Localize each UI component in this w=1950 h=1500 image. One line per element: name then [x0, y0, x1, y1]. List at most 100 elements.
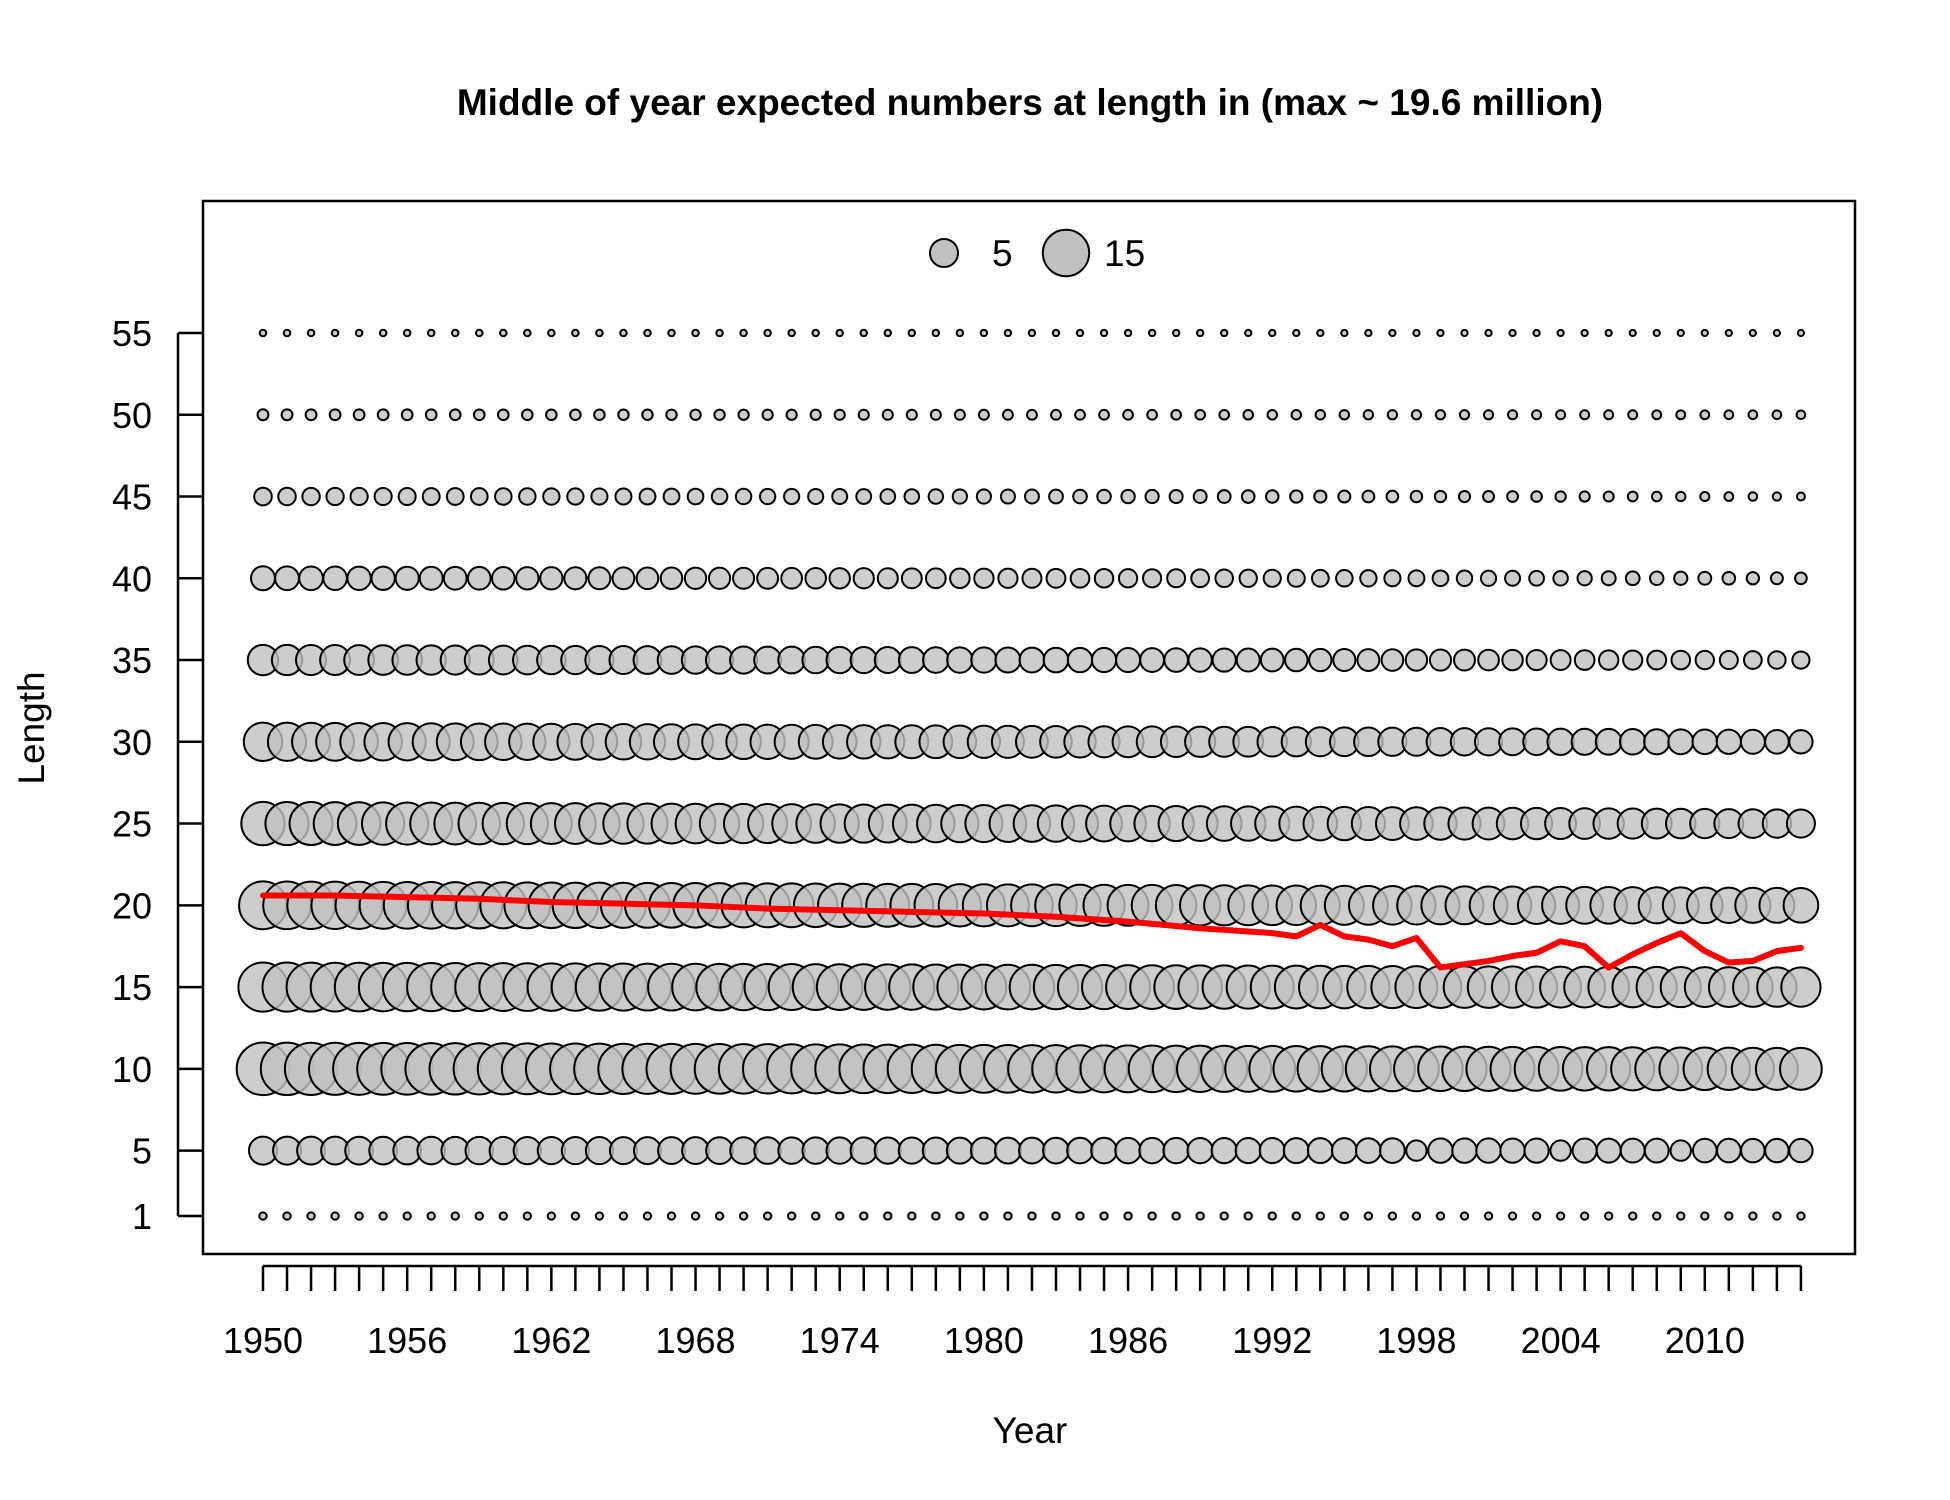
bubble-point [542, 487, 561, 506]
bubble-point [1162, 1136, 1190, 1165]
bubble-point [1099, 1211, 1109, 1221]
bubble-point [277, 486, 297, 507]
bubble-point [571, 328, 580, 338]
bubble-point [641, 408, 654, 421]
bubble-point [900, 567, 923, 590]
bubble-point [547, 328, 556, 338]
bubble-point [732, 566, 756, 590]
bubble-point [1286, 568, 1306, 588]
bubble-point [1652, 1211, 1662, 1221]
bubble-point [973, 567, 995, 589]
bubble-point [594, 1211, 605, 1221]
bubble-point [1573, 649, 1596, 671]
bubble-point [1048, 488, 1064, 505]
bubble-point [1262, 568, 1282, 588]
bubble-point [738, 1211, 749, 1221]
bubble-point [322, 565, 348, 592]
bubble-point [523, 328, 532, 338]
bubble-point [642, 1211, 653, 1221]
bubble-point [1723, 409, 1735, 421]
bubble-point [330, 1211, 340, 1221]
bubble-point [570, 1211, 581, 1221]
bubble-point [1482, 490, 1496, 503]
bubble-point [1211, 647, 1237, 673]
bubble-point [354, 328, 364, 338]
bubble-point [787, 328, 796, 338]
bubble-point [1147, 328, 1157, 338]
x-tick-label: 1986 [1088, 1320, 1168, 1361]
bubble-point [737, 408, 750, 421]
x-tick-label: 1962 [511, 1320, 591, 1361]
x-axis: 1950 1956 1962 1968 1974 1980 1986 1992 1998 2004… [223, 1264, 1803, 1361]
bubble-point [1600, 570, 1617, 587]
bubble-point [1498, 727, 1528, 757]
bubble-point [1187, 647, 1213, 673]
bubble-point [1501, 648, 1524, 672]
bubble-point [1388, 328, 1397, 338]
bubble-point [1676, 328, 1685, 338]
bubble-point [1745, 571, 1761, 586]
bubble-point [1771, 491, 1783, 502]
bubble-point [1072, 488, 1088, 505]
bubble-point [1021, 567, 1043, 589]
bubble-point [346, 565, 372, 591]
bubble-point [1748, 328, 1757, 338]
bubble-point [657, 1136, 686, 1166]
bubble-point [951, 488, 969, 505]
bubble-point [1747, 409, 1759, 421]
bubble-point [785, 408, 798, 421]
bubble-point [859, 1211, 869, 1221]
bubble-point [1626, 490, 1639, 503]
bubble-point [397, 487, 417, 507]
bubble-point [801, 1136, 830, 1165]
bubble-point [997, 567, 1019, 589]
bubble-point [611, 566, 636, 591]
bubble-point [1604, 328, 1613, 338]
bubble-point [1267, 1211, 1277, 1221]
bubble-point [739, 328, 748, 338]
bubble-point [1595, 1137, 1622, 1164]
bubble-point [1098, 408, 1110, 421]
bubble-point [1794, 571, 1808, 586]
legend: 5 15 [928, 228, 1145, 278]
bubble-point [1578, 490, 1591, 503]
bubble-point [691, 328, 700, 338]
bubble-point [1546, 727, 1575, 756]
bubble-point [1412, 328, 1421, 338]
bubble-point [450, 328, 460, 338]
bubble-point [897, 646, 926, 674]
bubble-point [1619, 1137, 1646, 1164]
bubble-point [1313, 489, 1328, 504]
bubble-point [1238, 568, 1258, 588]
x-tick-label: 2004 [1521, 1320, 1601, 1361]
bubble-point [378, 328, 388, 338]
legend-label: 5 [992, 233, 1013, 274]
bubble-point [1475, 1137, 1502, 1164]
bubble-point [1386, 409, 1399, 421]
bubble-point [618, 1211, 629, 1221]
bubble-point [662, 487, 681, 506]
bubble-point [780, 566, 804, 590]
bubble-point [729, 1136, 758, 1165]
y-tick-label: 45 [112, 477, 152, 518]
bubble-point [1292, 328, 1301, 338]
bubble-point [1410, 409, 1423, 421]
bubble-point [1001, 408, 1014, 421]
bubble-point [1210, 1136, 1238, 1165]
bubble-point [442, 565, 468, 591]
bubble-point [378, 1211, 388, 1221]
y-tick-label: 25 [112, 804, 152, 845]
bubble-point [1115, 647, 1142, 674]
bubble-point [1330, 1137, 1358, 1165]
bubble-point [1627, 409, 1639, 421]
bubble-point [298, 565, 324, 592]
bubble-point [546, 1211, 557, 1221]
bubble-point [955, 328, 965, 338]
bubble-point [1604, 1211, 1614, 1221]
bubble-point [931, 1211, 941, 1221]
y-tick-label: 5 [132, 1131, 152, 1172]
x-tick-label: 1968 [655, 1320, 735, 1361]
bubble-point [946, 646, 974, 674]
bubble-point [1697, 570, 1713, 586]
bubble-point [924, 567, 947, 590]
